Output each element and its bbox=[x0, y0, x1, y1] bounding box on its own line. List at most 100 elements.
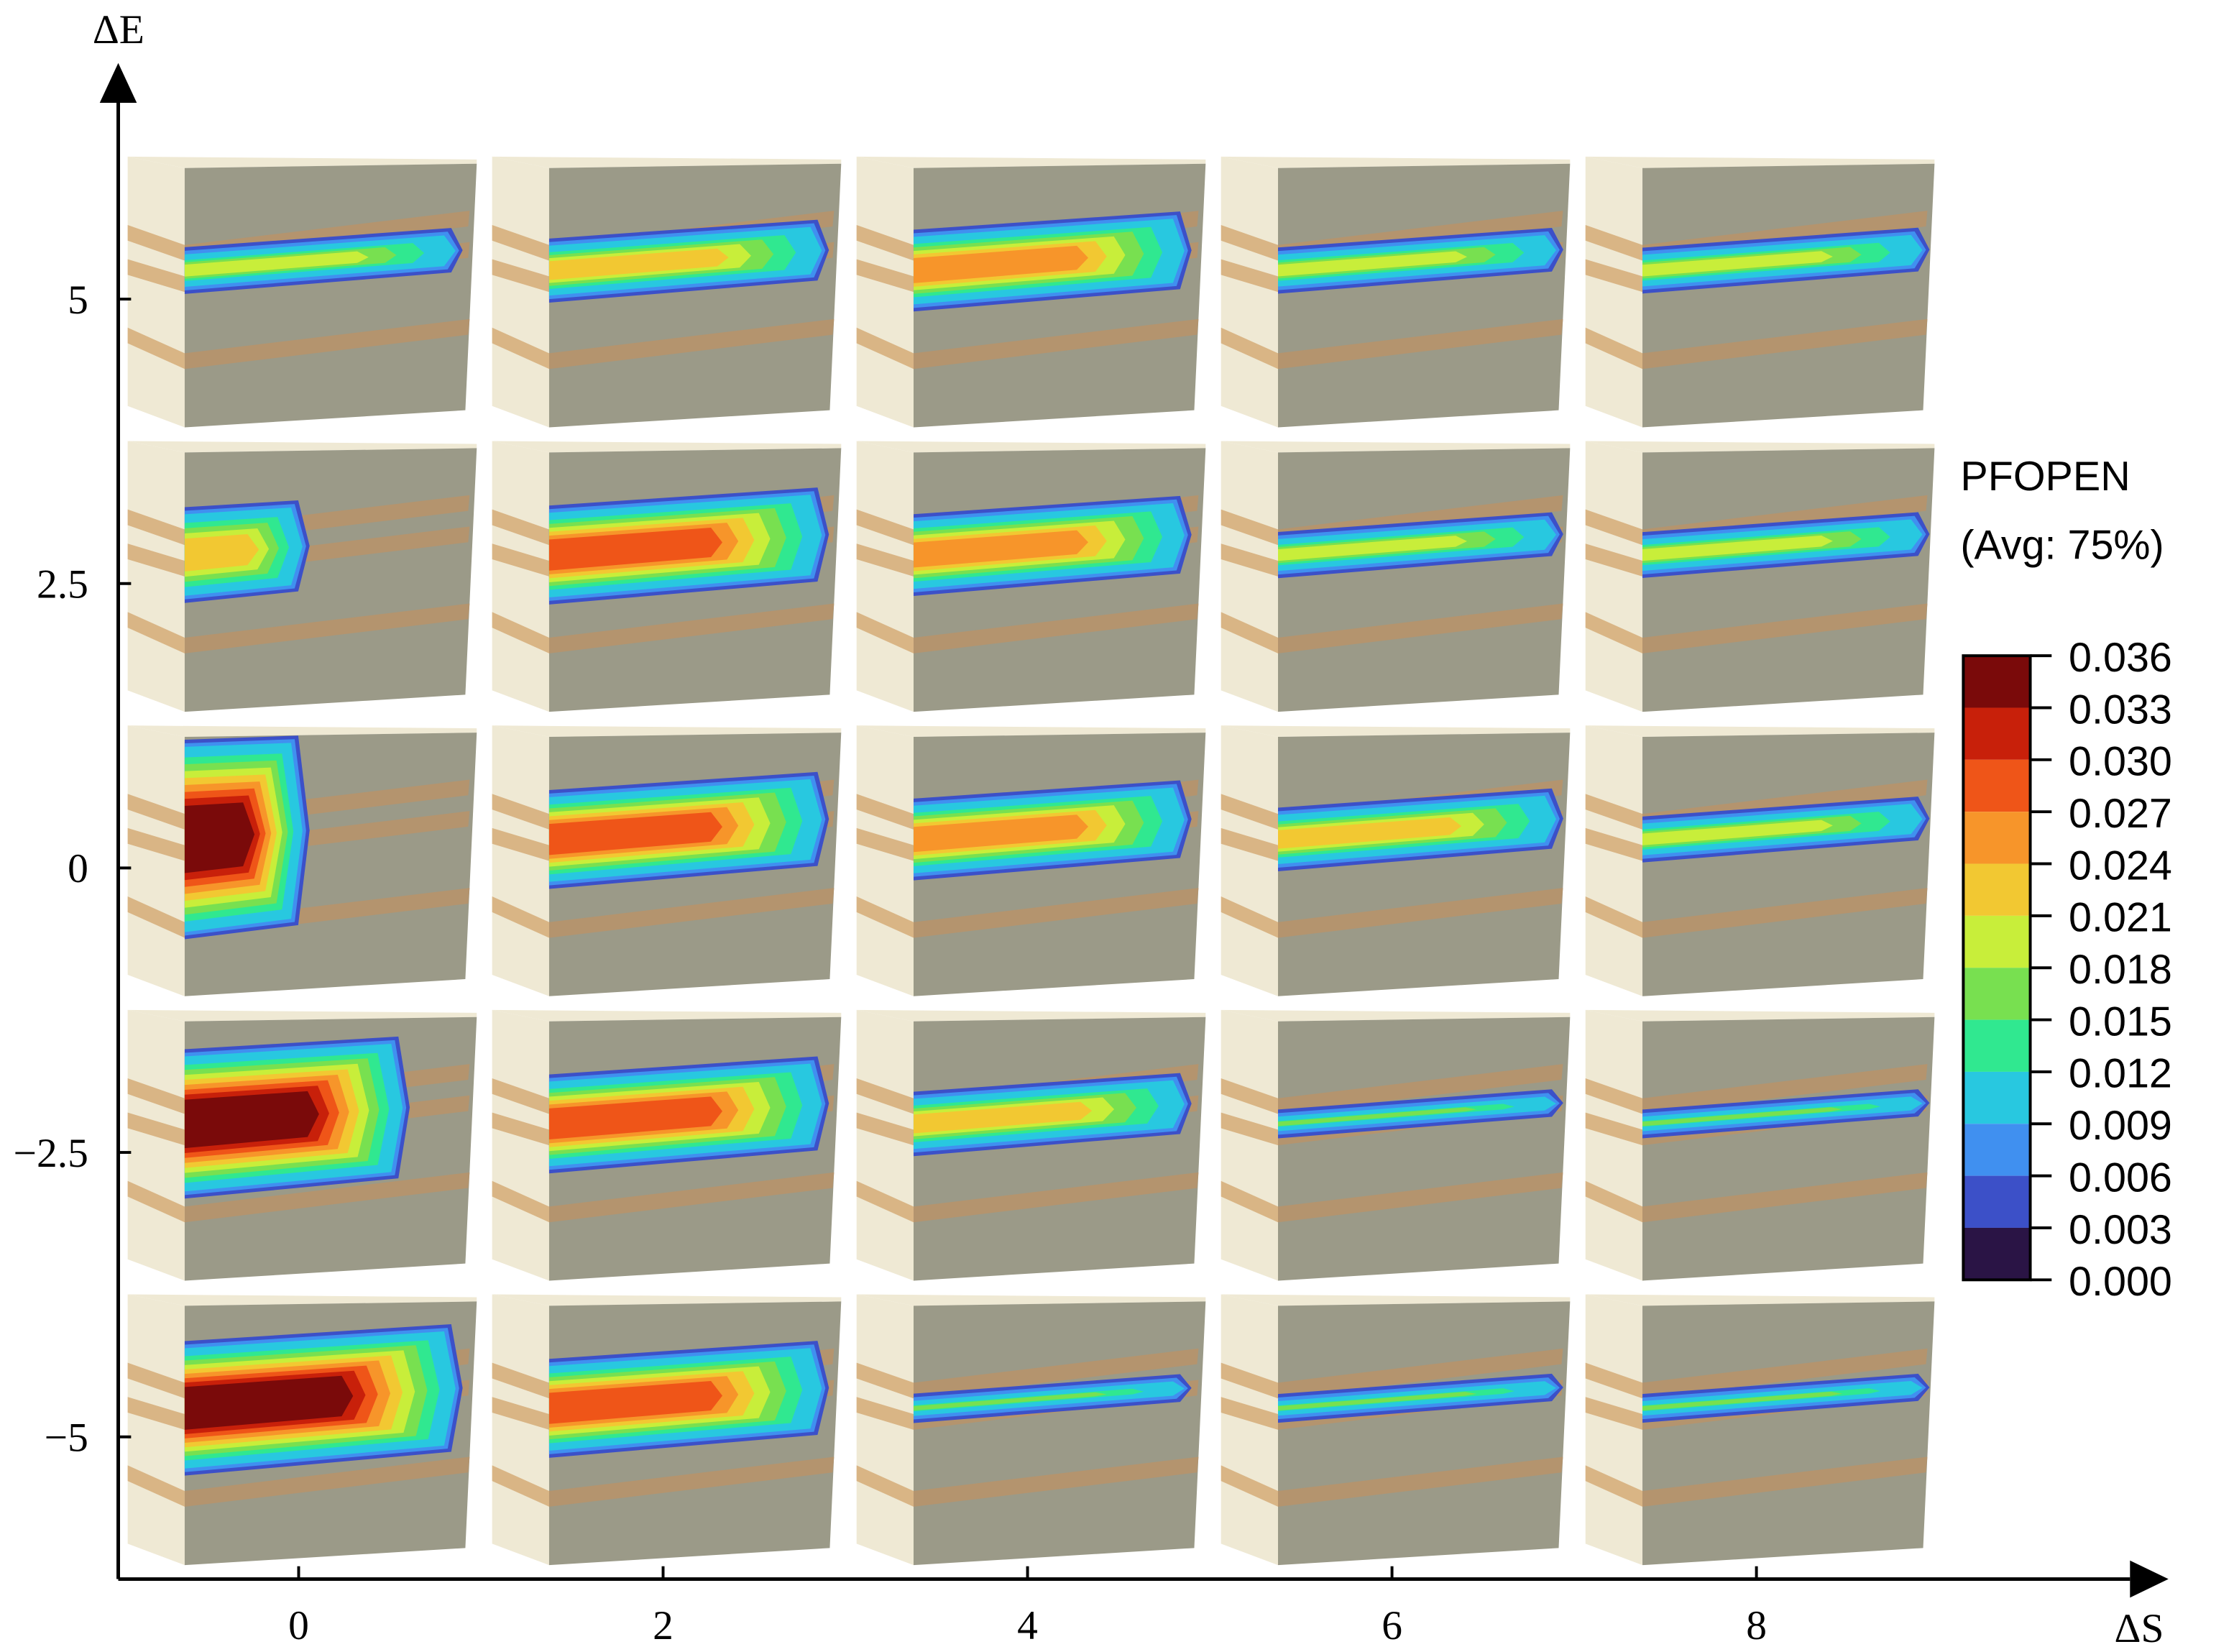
contour-peak bbox=[548, 812, 722, 855]
block-top bbox=[1221, 725, 1571, 738]
block-face bbox=[1642, 1301, 1935, 1566]
layer-side bbox=[127, 827, 185, 861]
panel bbox=[127, 441, 477, 712]
block-top bbox=[127, 1294, 477, 1306]
block-top bbox=[1221, 156, 1571, 168]
block-top bbox=[1585, 441, 1935, 453]
layer-side bbox=[1221, 1465, 1279, 1507]
block-top bbox=[127, 156, 477, 168]
layer-face bbox=[1278, 318, 1563, 370]
block-top bbox=[1221, 1009, 1571, 1022]
layer-side bbox=[1221, 259, 1279, 293]
block-top bbox=[127, 725, 477, 738]
contour-peak bbox=[548, 1096, 722, 1140]
block-side bbox=[1585, 441, 1643, 712]
colorbar-swatch bbox=[1963, 707, 2031, 760]
layer-side bbox=[856, 827, 914, 861]
block-top bbox=[127, 1009, 477, 1022]
layer-side bbox=[492, 1078, 549, 1114]
block-top bbox=[856, 156, 1206, 168]
panel-grid bbox=[127, 156, 1935, 1566]
block-side bbox=[492, 156, 549, 428]
x-tick-label: 0 bbox=[288, 1603, 309, 1648]
layer-face bbox=[1642, 1348, 1928, 1399]
block-side bbox=[1221, 441, 1279, 712]
block-top bbox=[127, 441, 477, 453]
layer-side bbox=[127, 1465, 185, 1507]
layer-face bbox=[913, 1348, 1199, 1399]
block-side bbox=[492, 1294, 549, 1566]
contour-peak bbox=[184, 251, 369, 277]
layer-side bbox=[127, 612, 185, 653]
colorbar-tick-label: 0.036 bbox=[2069, 635, 2172, 681]
axes: 5 2.5 0 −2.5 −5 0 2 4 6 8 0.036 0.033 0.030 0.027 0.02… bbox=[14, 277, 2172, 1648]
block-top bbox=[856, 441, 1206, 453]
panel bbox=[856, 1009, 1206, 1281]
block-side bbox=[127, 441, 185, 712]
block-side bbox=[1221, 156, 1279, 428]
panel bbox=[127, 1009, 477, 1281]
contour-peak bbox=[184, 1091, 319, 1149]
layer-side bbox=[856, 1112, 914, 1146]
layer-side bbox=[492, 896, 549, 938]
block-face bbox=[1642, 1017, 1935, 1281]
layer-side bbox=[492, 612, 549, 653]
layer-side bbox=[1585, 1112, 1643, 1146]
layer-side bbox=[1221, 794, 1279, 830]
layer-side bbox=[1221, 1078, 1279, 1114]
colorbar-tick-label: 0.006 bbox=[2069, 1155, 2172, 1201]
x-tick-label: 8 bbox=[1746, 1603, 1767, 1648]
layer-face bbox=[184, 1456, 470, 1507]
layer-side bbox=[1585, 1362, 1643, 1399]
panel bbox=[492, 1009, 842, 1281]
layer-face bbox=[184, 1172, 470, 1223]
layer-side bbox=[492, 543, 549, 577]
layer-side bbox=[1585, 259, 1643, 293]
block-side bbox=[856, 1294, 914, 1566]
contour-peak bbox=[184, 802, 255, 873]
layer-face bbox=[548, 888, 835, 938]
layer-face bbox=[1278, 1172, 1563, 1223]
layer-side bbox=[492, 1112, 549, 1146]
y-tick-label: 0 bbox=[68, 846, 88, 891]
panel bbox=[856, 725, 1206, 996]
colorbar-swatch bbox=[1963, 812, 2031, 864]
block-top bbox=[856, 725, 1206, 738]
block-top bbox=[492, 1294, 842, 1306]
colorbar-tick-label: 0.003 bbox=[2069, 1207, 2172, 1253]
contour-peak bbox=[913, 1392, 1107, 1411]
colorbar-tick-label: 0.009 bbox=[2069, 1103, 2172, 1149]
x-tick-label: 6 bbox=[1382, 1603, 1402, 1648]
layer-face bbox=[548, 1456, 835, 1507]
layer-face bbox=[1278, 888, 1563, 938]
colorbar-tick-label: 0.015 bbox=[2069, 999, 2172, 1045]
contour-peak bbox=[1278, 251, 1468, 277]
layer-side bbox=[127, 1078, 185, 1114]
contour-peak bbox=[1278, 817, 1462, 849]
x-tick-label: 4 bbox=[1017, 1603, 1038, 1648]
block-side bbox=[127, 156, 185, 428]
colorbar-swatch bbox=[1963, 1071, 2031, 1124]
panel bbox=[1221, 1294, 1571, 1566]
x-axis-arrow bbox=[2130, 1560, 2169, 1598]
layer-side bbox=[127, 896, 185, 938]
block-side bbox=[1221, 1294, 1279, 1566]
panel bbox=[856, 156, 1206, 428]
layer-side bbox=[1585, 543, 1643, 577]
panel bbox=[1585, 725, 1935, 996]
layer-side bbox=[1585, 896, 1643, 938]
layer-side bbox=[1221, 1397, 1279, 1430]
block-side bbox=[1585, 725, 1643, 996]
colorbar-title: PFOPEN bbox=[1960, 454, 2130, 500]
y-axis-arrow bbox=[99, 63, 137, 104]
colorbar-tick-label: 0.000 bbox=[2069, 1259, 2172, 1305]
panel bbox=[1221, 441, 1571, 712]
x-axis-label: ΔS bbox=[2115, 1606, 2164, 1651]
panel bbox=[127, 156, 477, 428]
layer-face bbox=[913, 1456, 1199, 1507]
contour-peak bbox=[1642, 1391, 1843, 1411]
layer-side bbox=[1221, 543, 1279, 577]
contour-peak bbox=[1278, 1107, 1477, 1126]
layer-side bbox=[492, 259, 549, 293]
layer-side bbox=[1585, 224, 1643, 261]
